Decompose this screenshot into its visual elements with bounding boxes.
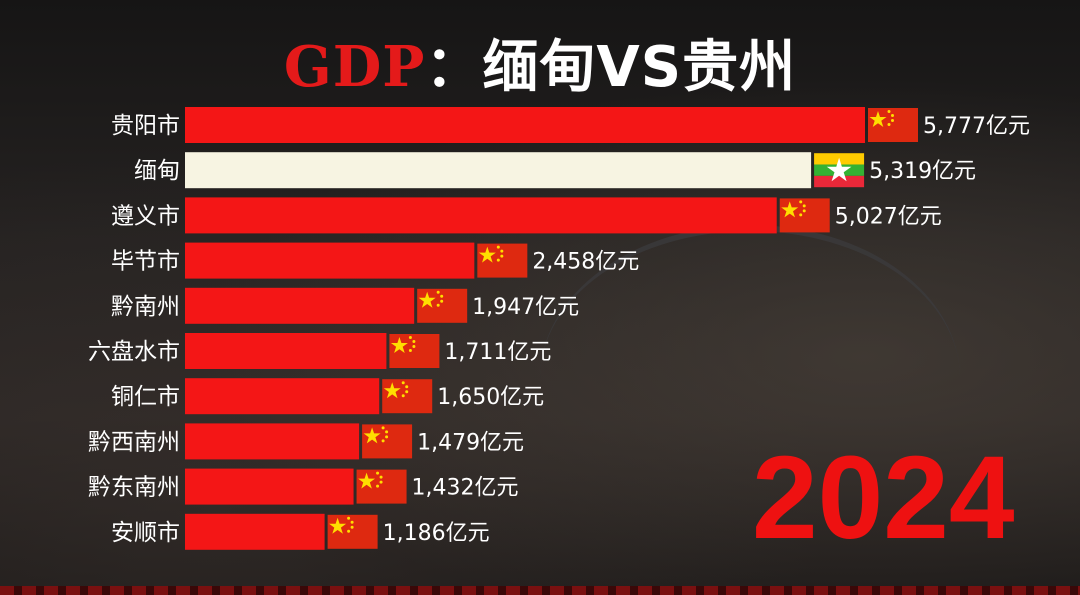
value-label: 1,432亿元 xyxy=(412,476,519,501)
china-flag-icon xyxy=(417,288,468,323)
title-separator: ： xyxy=(425,35,483,100)
value-label: 1,479亿元 xyxy=(417,430,524,455)
value-label: 1,650亿元 xyxy=(437,385,544,410)
bar xyxy=(185,513,325,550)
year-label: 2024 xyxy=(752,432,1015,564)
bar-row: 遵义市 5,027亿元 xyxy=(111,197,942,234)
bar-row: 黔东南州 1,432亿元 xyxy=(88,468,519,505)
value-label: 1,711亿元 xyxy=(444,340,551,365)
bar xyxy=(185,197,777,234)
bar-row: 黔西南州 1,479亿元 xyxy=(88,423,524,460)
category-label: 贵阳市 xyxy=(111,113,180,139)
bar xyxy=(185,152,812,189)
bar xyxy=(185,242,475,279)
china-flag-icon xyxy=(868,108,918,142)
category-label: 毕节市 xyxy=(111,249,180,275)
category-label: 六盘水市 xyxy=(88,339,180,365)
bar xyxy=(185,107,865,143)
bar xyxy=(185,468,354,505)
bar xyxy=(185,287,415,324)
china-flag-icon xyxy=(356,469,407,504)
value-label: 5,777亿元 xyxy=(923,114,1030,139)
title-comparison: 缅甸VS贵州 xyxy=(482,35,797,100)
bar-row: 六盘水市 1,711亿元 xyxy=(88,333,551,369)
bar-row: 黔南州 1,947亿元 xyxy=(111,287,579,324)
category-label: 遵义市 xyxy=(111,203,180,229)
value-label: 1,186亿元 xyxy=(383,521,490,546)
category-label: 黔南州 xyxy=(111,294,180,320)
value-label: 1,947亿元 xyxy=(472,295,579,320)
category-label: 铜仁市 xyxy=(111,384,180,410)
category-label: 黔西南州 xyxy=(88,429,180,455)
china-flag-icon xyxy=(477,243,528,278)
value-label: 5,319亿元 xyxy=(869,159,976,184)
china-flag-icon xyxy=(382,379,433,414)
category-label: 安顺市 xyxy=(111,520,180,546)
value-label: 5,027亿元 xyxy=(835,204,942,229)
chart-title: GDP：缅甸VS贵州 xyxy=(0,22,1080,103)
myanmar-flag-icon xyxy=(814,153,865,188)
bar-row: 铜仁市 1,650亿元 xyxy=(111,378,544,415)
bar-row: 贵阳市 5,777亿元 xyxy=(111,107,1030,143)
bar xyxy=(185,333,387,369)
china-flag-icon xyxy=(779,198,830,233)
bottom-ticker-strip xyxy=(0,586,1080,595)
china-flag-icon xyxy=(389,334,440,368)
bar-row: 毕节市 2,458亿元 xyxy=(111,242,639,279)
category-label: 缅甸 xyxy=(134,158,180,184)
value-label: 2,458亿元 xyxy=(532,250,639,275)
bar xyxy=(185,423,360,460)
bar-row: 缅甸 5,319亿元 xyxy=(134,152,976,189)
china-flag-icon xyxy=(362,424,413,459)
title-gdp: GDP xyxy=(283,34,426,100)
china-flag-icon xyxy=(327,514,378,549)
bar-row: 安顺市 1,186亿元 xyxy=(111,513,490,550)
bar xyxy=(185,378,380,415)
category-label: 黔东南州 xyxy=(88,475,180,501)
